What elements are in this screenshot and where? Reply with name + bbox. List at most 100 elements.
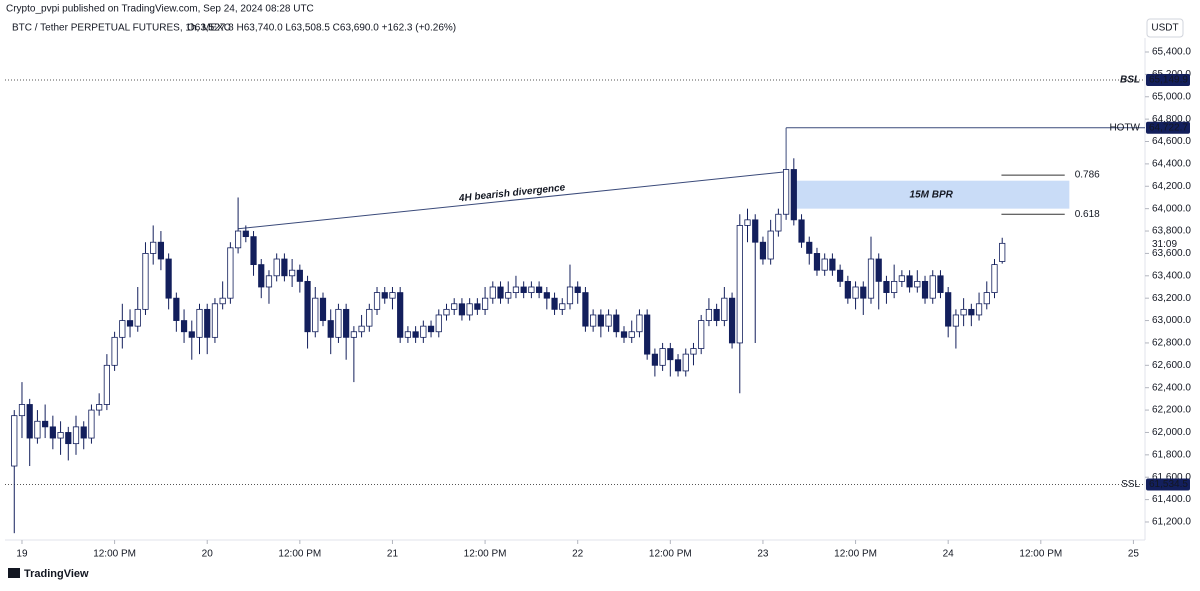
candle-body [65, 432, 72, 445]
candle-body [273, 258, 280, 277]
candle-body [767, 230, 774, 260]
y-tick-label: 64,200.0 [1152, 181, 1191, 192]
candle-body [242, 230, 249, 238]
candle-body [698, 320, 705, 349]
x-tick-label: 23 [757, 549, 769, 560]
candle-body [173, 297, 180, 321]
candle-body [373, 292, 381, 310]
candle-body [752, 219, 759, 243]
candle-body [165, 258, 172, 299]
candle-body [968, 308, 975, 316]
candle-body [536, 286, 543, 293]
y-tick-label: 65,400.0 [1152, 47, 1191, 58]
x-tick-label: 12:00 PM [834, 549, 877, 560]
candle-body [721, 297, 728, 321]
candle-body [744, 219, 751, 226]
candle-body [559, 303, 566, 310]
candle-body [196, 308, 203, 338]
y-tick-label: 62,200.0 [1152, 405, 1191, 416]
x-tick-label: 21 [387, 549, 399, 560]
candle-body [211, 303, 219, 338]
currency-box[interactable] [1146, 18, 1184, 38]
y-tick-label: 65,000.0 [1152, 91, 1191, 102]
logo [8, 568, 20, 578]
x-tick-label: 12:00 PM [278, 549, 321, 560]
candle-body [644, 314, 651, 355]
candle-body [119, 320, 126, 338]
candle-body [350, 331, 357, 338]
y-tick-label: 61,400.0 [1152, 494, 1191, 505]
candle-body [975, 303, 983, 316]
candle-body [775, 213, 782, 232]
x-tick-label: 12:00 PM [93, 549, 136, 560]
candle-body [250, 236, 257, 266]
candle-body [289, 269, 296, 277]
level-tag [1146, 73, 1190, 86]
candle-body [188, 331, 195, 338]
candle-body [296, 269, 303, 282]
candle-body [451, 303, 458, 310]
candle-body [659, 348, 666, 366]
candle-body [929, 275, 936, 299]
candle-body [157, 241, 165, 260]
candle-body [867, 258, 875, 299]
candle-body [126, 320, 134, 327]
y-tick-label: 62,800.0 [1152, 338, 1191, 349]
candle-body [613, 314, 620, 333]
candle-body [512, 286, 520, 293]
candle-body [837, 269, 844, 282]
candle-body [489, 286, 496, 299]
y-tick-label: 61,600.0 [1152, 472, 1191, 483]
y-tick-label: 64,400.0 [1152, 159, 1191, 170]
candle-body [782, 169, 790, 215]
candle-body [520, 286, 527, 293]
candle-body [952, 314, 960, 327]
candle-body [335, 308, 342, 338]
y-tick-label: 63,000.0 [1152, 315, 1191, 326]
x-tick-label: 20 [202, 549, 214, 560]
candle-body [358, 325, 365, 333]
y-tick-label: 62,600.0 [1152, 360, 1191, 371]
candle-body [991, 264, 998, 293]
candle-body [906, 275, 913, 288]
y-tick-label: 62,000.0 [1152, 427, 1191, 438]
candle-body [343, 308, 350, 338]
candle-body [497, 286, 504, 299]
candle-body [389, 292, 396, 299]
y-tick-label: 63,200.0 [1152, 293, 1191, 304]
y-tick-label: 64,000.0 [1152, 203, 1191, 214]
candle-body [921, 280, 929, 299]
candle-body [80, 426, 87, 439]
currency[interactable]: USDT [1151, 23, 1178, 34]
footer: TradingView [24, 568, 89, 580]
candle-body [728, 297, 736, 344]
candle-body [319, 297, 327, 321]
candle-body [227, 247, 234, 299]
candle-body [281, 258, 288, 277]
candle-body [404, 331, 411, 338]
candle-body [412, 331, 419, 338]
x-tick-label: 12:00 PM [464, 549, 507, 560]
bpr-zone [793, 180, 1070, 209]
candle-body [57, 432, 64, 439]
candle-body [914, 280, 921, 288]
countdown: 31:09 [1152, 239, 1177, 250]
candle-body [582, 292, 589, 327]
candle-body [682, 353, 689, 372]
candle-body [636, 314, 643, 333]
y-tick-label: 63,800.0 [1152, 226, 1191, 237]
y-tick-label: 62,400.0 [1152, 382, 1191, 393]
candle-body [88, 409, 95, 439]
candle-body [49, 426, 56, 439]
symbol-title: BTC / Tether PERPETUAL FUTURES, 1h, MEXC [12, 23, 231, 34]
x-tick-label: 25 [1128, 549, 1140, 560]
candle-body [111, 336, 118, 366]
candle-body [543, 292, 550, 299]
candle-body [713, 308, 720, 321]
candle-body [620, 331, 628, 338]
candle-body [34, 420, 41, 439]
candle-body [705, 308, 713, 321]
candle-body [366, 308, 373, 327]
divergence-line [238, 171, 787, 230]
